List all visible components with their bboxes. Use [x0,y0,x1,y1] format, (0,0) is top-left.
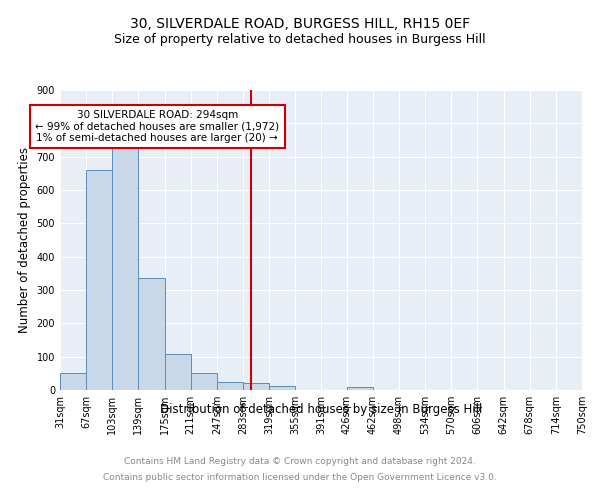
Text: Distribution of detached houses by size in Burgess Hill: Distribution of detached houses by size … [160,402,482,415]
Bar [347,388,373,390]
Bar [164,354,191,390]
Text: Size of property relative to detached houses in Burgess Hill: Size of property relative to detached ho… [114,32,486,46]
Bar [112,140,139,390]
Text: 30, SILVERDALE ROAD, BURGESS HILL, RH15 0EF: 30, SILVERDALE ROAD, BURGESS HILL, RH15 … [130,18,470,32]
Bar [60,374,86,390]
Text: Contains public sector information licensed under the Open Government Licence v3: Contains public sector information licen… [103,472,497,482]
Bar [86,170,112,390]
Bar [217,382,243,390]
Bar [139,278,164,390]
Bar [191,374,217,390]
Y-axis label: Number of detached properties: Number of detached properties [18,147,31,333]
Bar [243,384,269,390]
Text: 30 SILVERDALE ROAD: 294sqm
← 99% of detached houses are smaller (1,972)
1% of se: 30 SILVERDALE ROAD: 294sqm ← 99% of deta… [35,110,280,143]
Bar [269,386,295,390]
Text: Contains HM Land Registry data © Crown copyright and database right 2024.: Contains HM Land Registry data © Crown c… [124,458,476,466]
